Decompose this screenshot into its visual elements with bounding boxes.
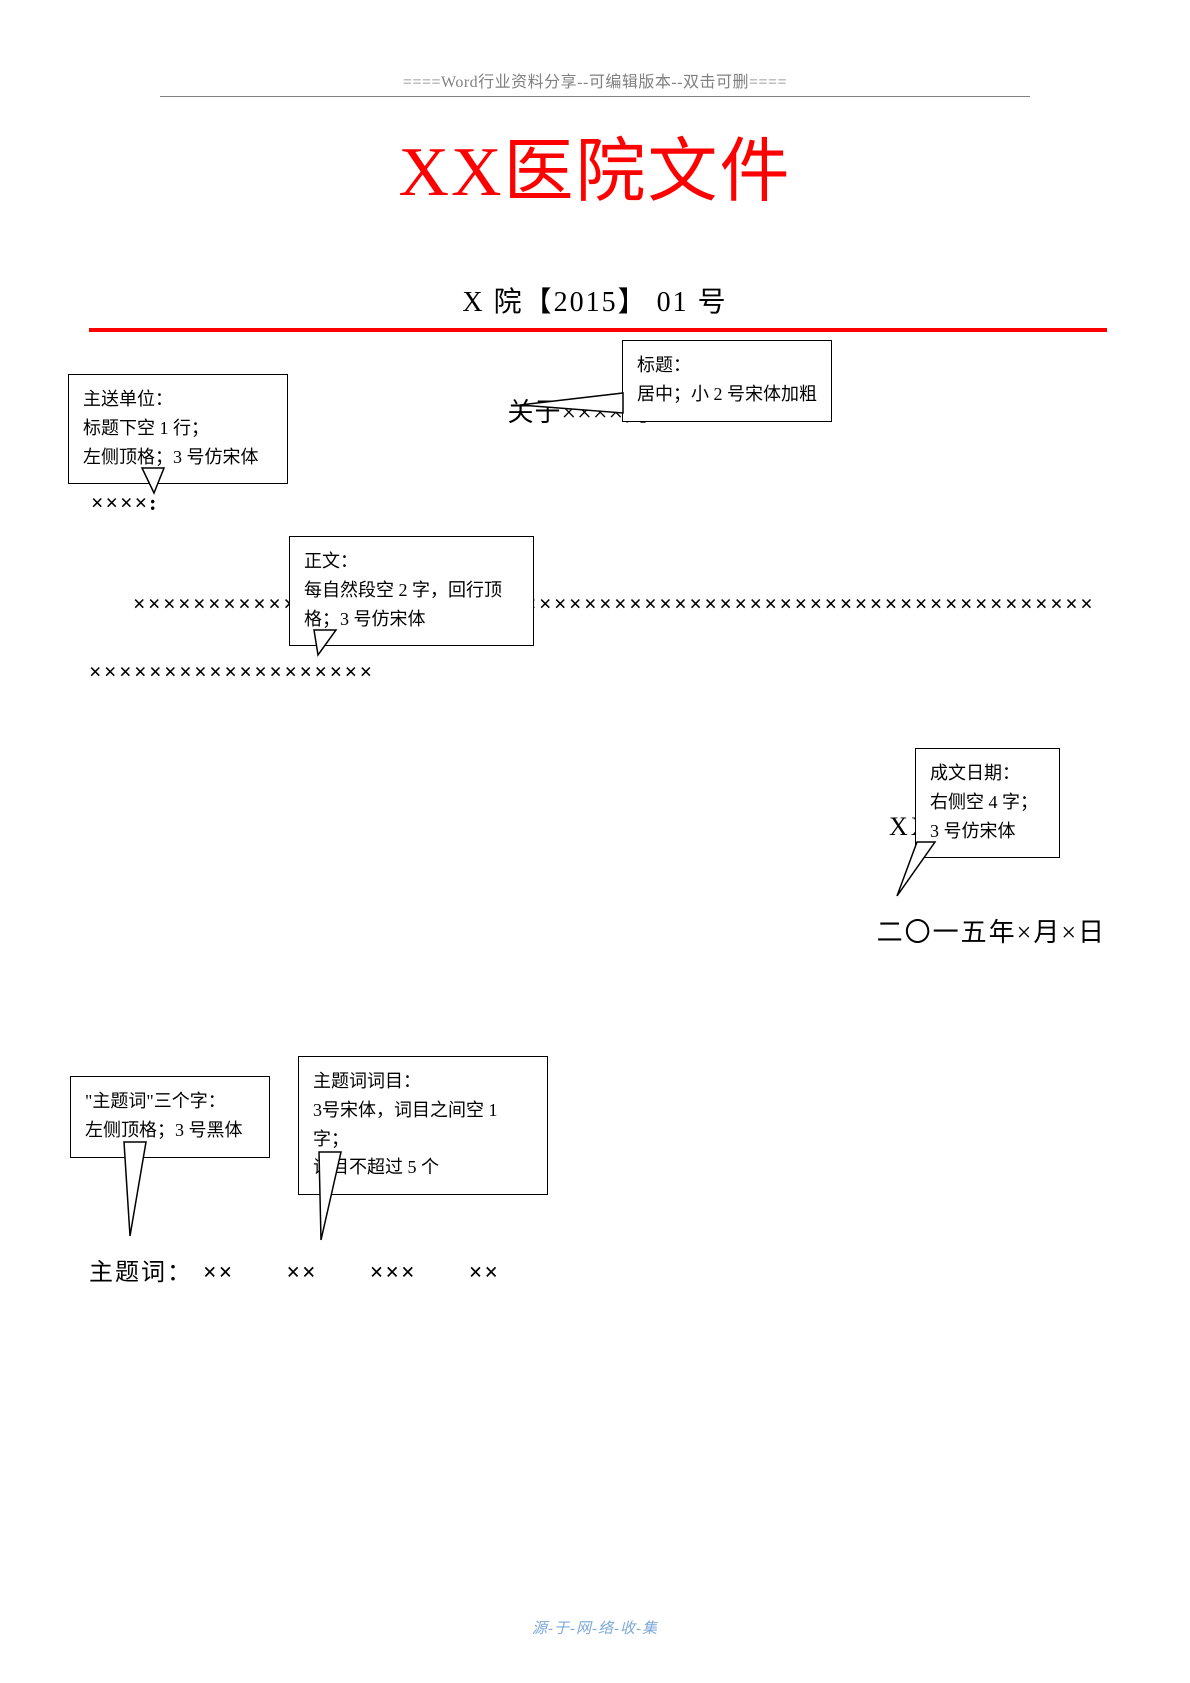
callout-date-line3: 3 号仿宋体 xyxy=(930,817,1045,846)
callout-title-tail xyxy=(520,390,630,430)
callout-body-line1: 正文： xyxy=(304,547,519,576)
callout-recipient-tail xyxy=(138,466,178,496)
keywords-line: 主题词： ×× ×× ××× ×× xyxy=(89,1252,500,1287)
keywords-label: 主题词： xyxy=(89,1260,193,1286)
header-text: ====Word行业资料分享--可编辑版本--双击可删==== xyxy=(160,68,1030,92)
body-text: ××××××××××××××××××××××××××××××××××××××××… xyxy=(89,570,1107,706)
callout-recipient-line1: 主送单位： xyxy=(83,385,273,414)
callout-keywords-label-tail xyxy=(120,1140,160,1240)
callout-keywords-values-line1: 主题词词目： xyxy=(313,1067,533,1096)
main-title: XX医院文件 xyxy=(398,115,791,216)
red-divider xyxy=(89,328,1107,332)
callout-title-line1: 标题： xyxy=(637,351,817,380)
callout-keywords-label-line1: "主题词"三个字： xyxy=(85,1087,255,1116)
callout-keywords-label: "主题词"三个字： 左侧顶格；3 号黑体 xyxy=(70,1076,270,1158)
callout-recipient-line2: 标题下空 1 行； xyxy=(83,414,273,443)
keywords-values: ×× ×× ××× ×× xyxy=(203,1260,500,1286)
header-rule xyxy=(160,96,1030,97)
callout-keywords-values-tail xyxy=(315,1150,355,1245)
callout-recipient-line3: 左侧顶格；3 号仿宋体 xyxy=(83,443,273,472)
callout-date-line2: 右侧空 4 字； xyxy=(930,788,1045,817)
callout-recipient: 主送单位： 标题下空 1 行； 左侧顶格；3 号仿宋体 xyxy=(68,374,288,484)
callout-date-line1: 成文日期： xyxy=(930,759,1045,788)
callout-title-line2: 居中；小 2 号宋体加粗 xyxy=(637,380,817,409)
callout-date-tail xyxy=(895,840,940,900)
date: 二〇一五年×月×日 xyxy=(877,912,1106,949)
callout-body-tail xyxy=(310,628,350,658)
callout-title: 标题： 居中；小 2 号宋体加粗 xyxy=(622,340,832,422)
callout-body-line2: 每自然段空 2 字，回行顶 xyxy=(304,576,519,605)
callout-keywords-label-line2: 左侧顶格；3 号黑体 xyxy=(85,1116,255,1145)
document-number: X 院【2015】 01 号 xyxy=(462,280,727,320)
footer-text: 源-于-网-络-收-集 xyxy=(532,1617,658,1638)
page-header: ====Word行业资料分享--可编辑版本--双击可删==== xyxy=(160,68,1030,97)
callout-keywords-values-line2: 3号宋体，词目之间空 1字； xyxy=(313,1096,533,1154)
